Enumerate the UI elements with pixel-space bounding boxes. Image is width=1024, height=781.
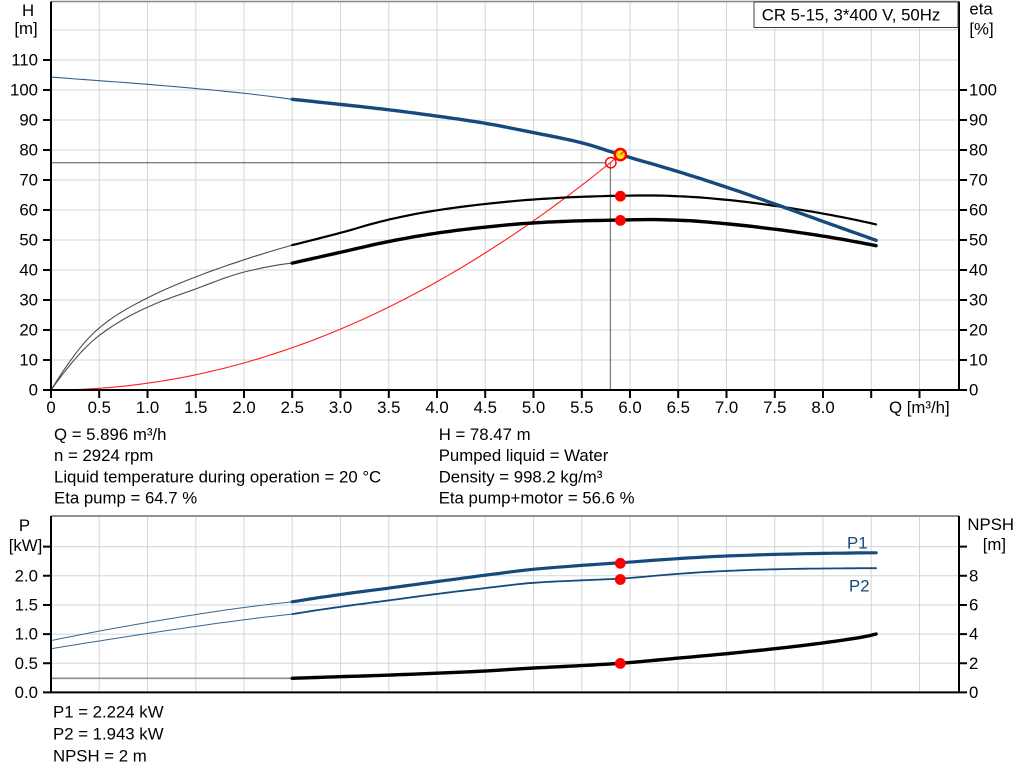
svg-text:7.5: 7.5 [763, 398, 786, 417]
svg-text:4.0: 4.0 [425, 398, 448, 417]
svg-text:P: P [19, 516, 30, 535]
svg-text:70: 70 [969, 171, 988, 190]
svg-text:P2: P2 [849, 577, 870, 596]
svg-text:2.0: 2.0 [232, 398, 255, 417]
svg-text:30: 30 [969, 291, 988, 310]
svg-text:Liquid temperature during oper: Liquid temperature during operation = 20… [54, 467, 381, 486]
svg-text:Eta pump+motor = 56.6 %: Eta pump+motor = 56.6 % [439, 489, 635, 508]
svg-text:0: 0 [969, 381, 978, 400]
svg-text:90: 90 [969, 111, 988, 130]
svg-text:1.5: 1.5 [15, 595, 38, 614]
svg-text:H: H [22, 1, 34, 20]
svg-text:100: 100 [969, 81, 997, 100]
svg-text:P1: P1 [847, 534, 868, 553]
svg-text:0.5: 0.5 [88, 398, 111, 417]
svg-text:3.5: 3.5 [377, 398, 400, 417]
svg-text:2.5: 2.5 [281, 398, 304, 417]
svg-text:2: 2 [969, 654, 978, 673]
svg-text:4: 4 [969, 625, 978, 644]
svg-text:6.0: 6.0 [618, 398, 641, 417]
svg-text:Density = 998.2 kg/m³: Density = 998.2 kg/m³ [439, 467, 603, 486]
svg-text:[%]: [%] [969, 20, 993, 39]
svg-text:70: 70 [19, 171, 38, 190]
svg-text:0: 0 [29, 381, 38, 400]
svg-text:40: 40 [969, 261, 988, 280]
svg-text:8: 8 [969, 566, 978, 585]
svg-text:0: 0 [969, 683, 978, 702]
svg-text:20: 20 [19, 321, 38, 340]
svg-text:Q [m³/h]: Q [m³/h] [889, 398, 950, 417]
svg-text:90: 90 [19, 111, 38, 130]
svg-text:110: 110 [11, 51, 38, 70]
svg-text:CR 5-15, 3*400 V, 50Hz: CR 5-15, 3*400 V, 50Hz [762, 6, 941, 25]
svg-text:7.0: 7.0 [715, 398, 738, 417]
svg-text:0: 0 [46, 398, 55, 417]
svg-text:0.5: 0.5 [15, 654, 38, 673]
svg-text:n = 2924 rpm: n = 2924 rpm [54, 446, 153, 465]
svg-text:P2 = 1.943 kW: P2 = 1.943 kW [53, 725, 164, 744]
svg-text:5.5: 5.5 [570, 398, 593, 417]
svg-text:30: 30 [19, 291, 38, 310]
svg-text:[kW]: [kW] [9, 536, 43, 555]
svg-text:0.0: 0.0 [15, 683, 38, 702]
svg-text:eta: eta [969, 0, 993, 19]
svg-text:[m]: [m] [983, 535, 1006, 554]
svg-text:80: 80 [19, 141, 38, 160]
svg-text:60: 60 [969, 201, 988, 220]
svg-text:Q = 5.896 m³/h: Q = 5.896 m³/h [54, 425, 166, 444]
svg-text:NPSH: NPSH [967, 515, 1014, 534]
svg-text:P1 = 2.224 kW: P1 = 2.224 kW [53, 703, 164, 722]
svg-text:80: 80 [969, 141, 988, 160]
svg-text:10: 10 [19, 351, 38, 370]
svg-text:2.0: 2.0 [15, 566, 38, 585]
svg-text:[m]: [m] [14, 19, 37, 38]
svg-text:1.0: 1.0 [136, 398, 159, 417]
svg-text:Pumped liquid = Water: Pumped liquid = Water [439, 446, 609, 465]
svg-text:60: 60 [19, 201, 38, 220]
svg-text:1.5: 1.5 [184, 398, 207, 417]
svg-text:8.0: 8.0 [811, 398, 834, 417]
svg-text:6: 6 [969, 595, 978, 614]
svg-text:20: 20 [969, 321, 988, 340]
svg-text:H = 78.47 m: H = 78.47 m [439, 425, 531, 444]
svg-text:6.5: 6.5 [667, 398, 690, 417]
svg-text:Eta pump = 64.7 %: Eta pump = 64.7 % [54, 489, 197, 508]
svg-text:4.5: 4.5 [474, 398, 497, 417]
svg-text:NPSH = 2 m: NPSH = 2 m [53, 747, 147, 766]
svg-text:5.0: 5.0 [522, 398, 545, 417]
svg-text:50: 50 [19, 231, 38, 250]
svg-text:40: 40 [19, 261, 38, 280]
svg-text:100: 100 [10, 81, 38, 100]
svg-text:10: 10 [969, 351, 988, 370]
svg-text:3.0: 3.0 [329, 398, 352, 417]
svg-text:50: 50 [969, 231, 988, 250]
svg-text:1.0: 1.0 [15, 625, 38, 644]
